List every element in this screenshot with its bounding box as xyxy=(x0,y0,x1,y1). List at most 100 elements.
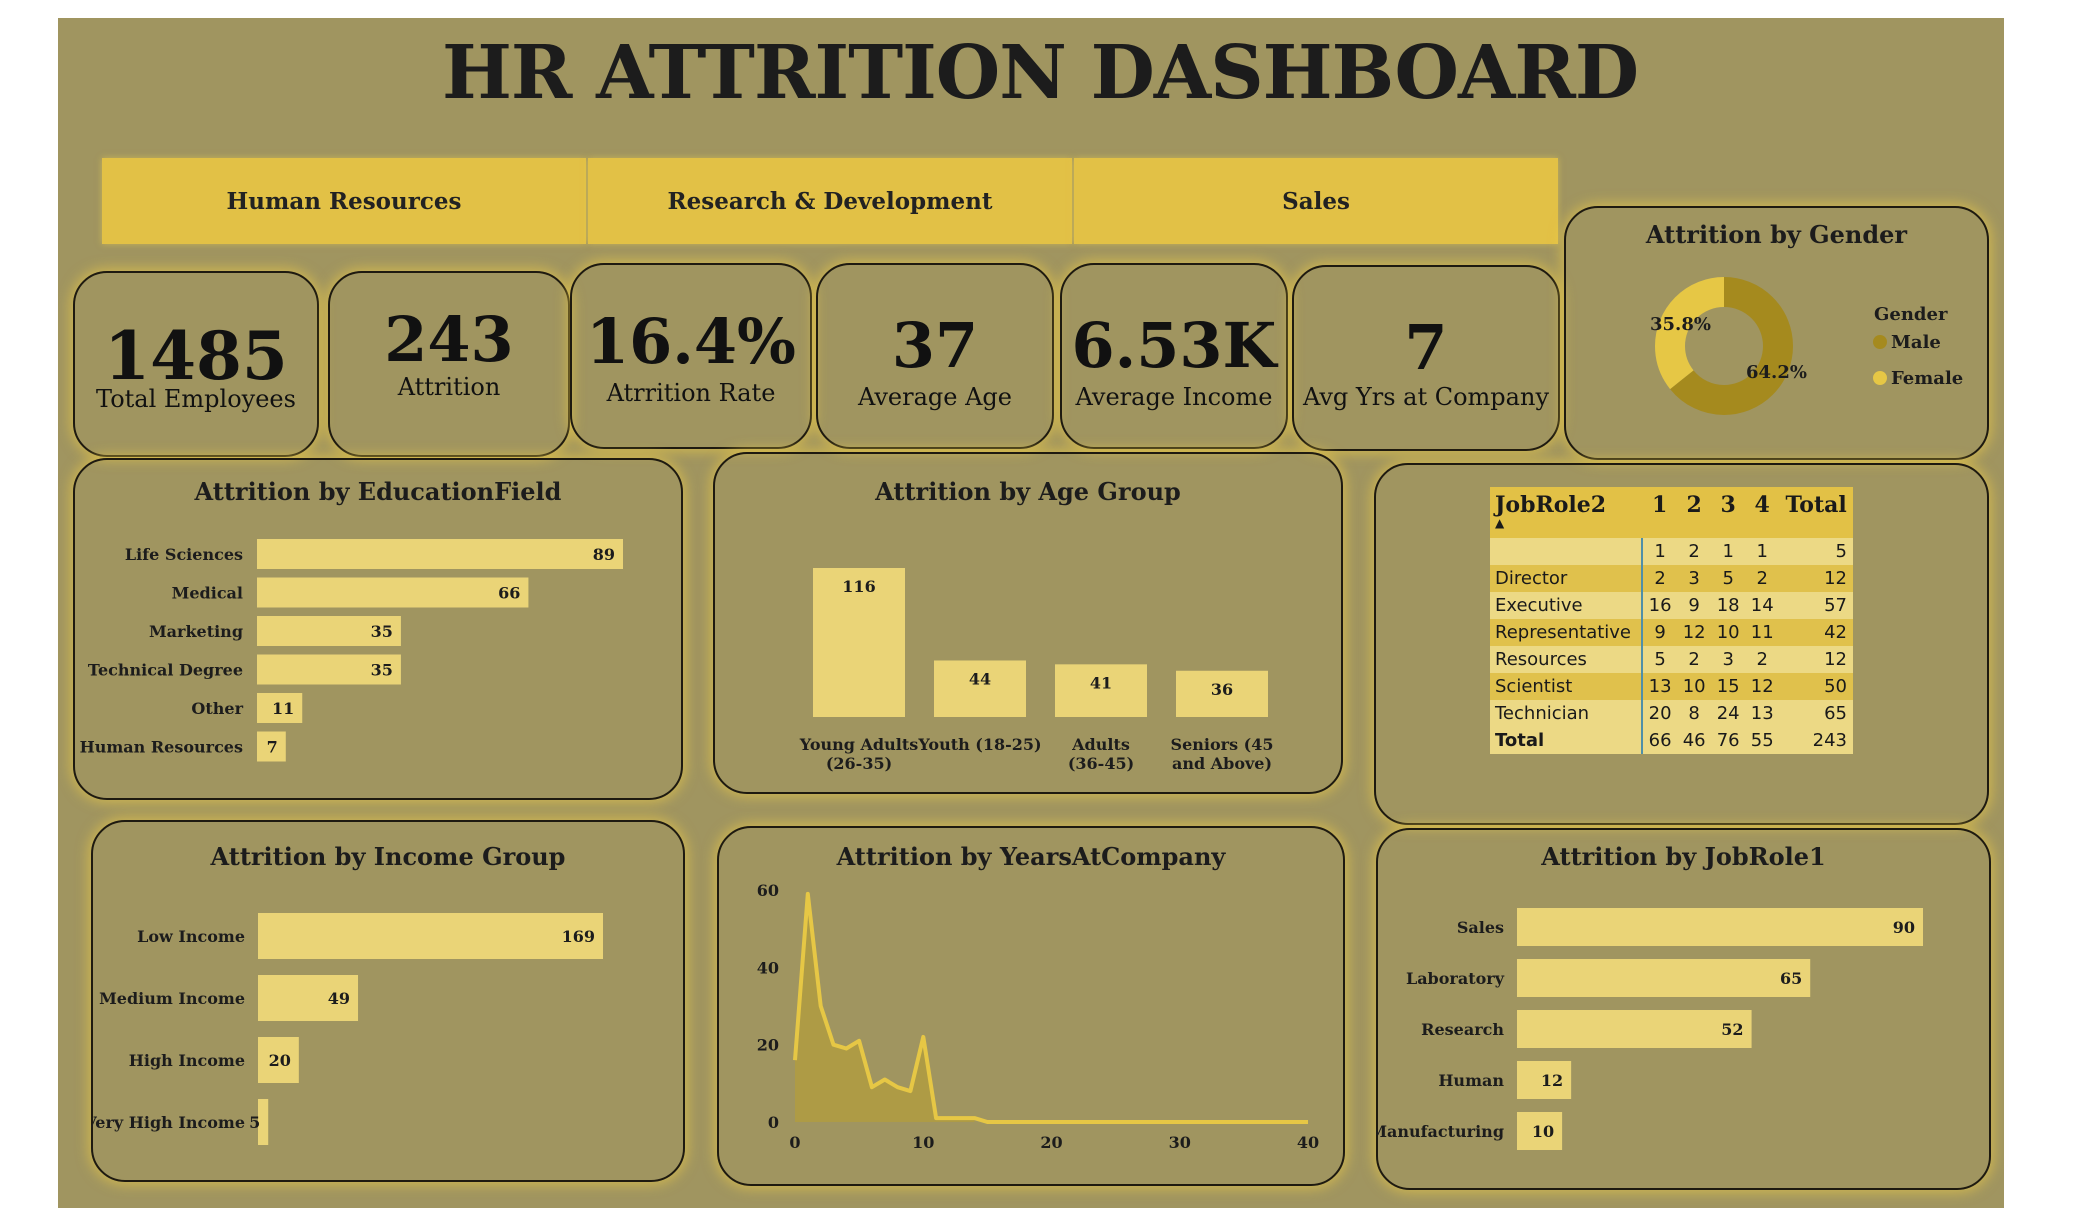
bar[interactable] xyxy=(1517,1061,1572,1099)
kpi-value: 16.4% xyxy=(586,305,796,378)
category-label: Manufacturing xyxy=(1376,1122,1504,1141)
kpi-label: Average Income xyxy=(1075,383,1273,411)
sort-caret-icon[interactable]: ▲ xyxy=(1495,516,1505,530)
chart-title: Attrition by Income Group xyxy=(210,842,566,871)
series-line[interactable] xyxy=(793,891,1308,1124)
pivot-cell: 15 xyxy=(1711,673,1746,700)
kpi-label: Avg Yrs at Company xyxy=(1302,383,1549,411)
bar[interactable] xyxy=(1055,664,1147,717)
kpi-label: Total Employees xyxy=(96,385,296,413)
data-label: 12 xyxy=(1541,1071,1563,1090)
bar[interactable] xyxy=(1176,670,1268,717)
category-label: and Above) xyxy=(1172,754,1272,773)
pivot-row-label: Representative xyxy=(1490,619,1644,646)
kpi-value: 6.53K xyxy=(1071,309,1277,382)
bar[interactable] xyxy=(257,731,286,762)
pivot-cell: 14 xyxy=(1745,592,1780,619)
category-label: Technical Degree xyxy=(88,661,243,680)
category-label: Other xyxy=(191,699,243,718)
bar[interactable] xyxy=(1517,908,1923,946)
bar[interactable] xyxy=(1517,1112,1563,1150)
slicer-sales[interactable]: Sales xyxy=(1074,158,1558,244)
kpi-label: Atrrition Rate xyxy=(606,379,776,407)
category-label: Human xyxy=(1438,1071,1504,1090)
pivot-cell: 13 xyxy=(1642,673,1678,700)
bar[interactable] xyxy=(258,1099,269,1145)
y-tick-label: 0 xyxy=(768,1113,779,1132)
pivot-header-label[interactable]: JobRole2 ▲ xyxy=(1490,487,1643,538)
bar[interactable] xyxy=(258,913,603,959)
data-label: 20 xyxy=(269,1051,291,1070)
bar[interactable] xyxy=(1517,959,1811,997)
pivot-row-label: Total xyxy=(1490,727,1644,754)
donut-slices xyxy=(1655,277,1793,415)
bar[interactable] xyxy=(258,975,359,1021)
bar[interactable] xyxy=(258,1037,299,1083)
male-slice-label: 64.2% xyxy=(1746,362,1807,383)
x-tick-label: 0 xyxy=(789,1133,800,1152)
bar[interactable] xyxy=(934,660,1026,717)
kpi-card-total-employees: 1485 Total Employees xyxy=(73,271,319,457)
pivot-row: Executive 16 9 18 14 57 xyxy=(1490,592,1853,619)
donut-slice-female[interactable] xyxy=(1655,277,1793,415)
pivot-cell: 16 xyxy=(1642,592,1678,619)
legend-male-swatch xyxy=(1873,335,1887,349)
pivot-cell: 3 xyxy=(1677,565,1712,592)
bar[interactable] xyxy=(257,654,401,685)
pivot-header-col: 3 xyxy=(1711,487,1746,538)
pivot-cell: 5 xyxy=(1642,646,1678,673)
category-label: Seniors (45 xyxy=(1171,735,1274,754)
y-tick-label: 20 xyxy=(757,1036,779,1055)
pivot-cell: 2 xyxy=(1745,565,1780,592)
agegroup-chart-card: Attrition by Age Group xyxy=(713,452,1343,794)
chart-title: Attrition by EducationField xyxy=(194,477,562,506)
pivot-row-label: Executive xyxy=(1490,592,1644,619)
pivot-cell: 18 xyxy=(1711,592,1746,619)
pivot-cell: 24 xyxy=(1711,700,1746,727)
bar[interactable] xyxy=(257,539,623,569)
pivot-cell: 20 xyxy=(1642,700,1678,727)
years-chart-card: Attrition by YearsAtCompany xyxy=(717,826,1345,1186)
chart-title: Attrition by Age Group xyxy=(875,477,1181,506)
slicer-human-resources[interactable]: Human Resources xyxy=(102,158,586,244)
gender-donut-chart: Gender Male Female 35.8% 64.2% xyxy=(1650,277,1963,415)
education-chart-card: Attrition by EducationField xyxy=(73,458,683,800)
category-label: Medium Income xyxy=(99,989,245,1008)
pivot-cell: 8 xyxy=(1677,700,1712,727)
income-chart-card: Attrition by Income Group xyxy=(91,820,685,1182)
bar[interactable] xyxy=(1517,1010,1752,1048)
pivot-cell: 50 xyxy=(1779,673,1853,700)
pivot-cell: 1 xyxy=(1745,538,1780,565)
agegroup-bar-chart: 116 Young Adults(26-35) 44 Youth (18-25) 41 A… xyxy=(799,568,1274,773)
kpi-card-average-age: 37 Average Age xyxy=(816,263,1054,449)
category-label: (36-45) xyxy=(1068,754,1134,773)
bar[interactable] xyxy=(257,577,529,608)
bar[interactable] xyxy=(257,693,303,723)
pivot-total-row: Total 66 46 76 55 243 xyxy=(1490,727,1853,754)
pivot-cell: 66 xyxy=(1642,727,1678,754)
data-label: 10 xyxy=(1532,1122,1554,1141)
pivot-cell: 1 xyxy=(1711,538,1746,565)
pivot-cell: 10 xyxy=(1711,619,1746,646)
data-label: 36 xyxy=(1211,680,1233,699)
data-label: 11 xyxy=(272,699,294,718)
pivot-cell: 3 xyxy=(1711,646,1746,673)
category-label: Low Income xyxy=(137,927,245,946)
pivot-cell: 12 xyxy=(1779,646,1853,673)
pivot-cell: 12 xyxy=(1779,565,1853,592)
data-label: 66 xyxy=(498,584,520,603)
slicer-research-development[interactable]: Research & Development xyxy=(588,158,1072,244)
data-label: 35 xyxy=(371,661,393,680)
pivot-cell: 2 xyxy=(1642,565,1678,592)
category-label: Adults xyxy=(1071,735,1130,754)
pivot-cell: 5 xyxy=(1779,538,1853,565)
kpi-label: Attrition xyxy=(397,373,501,401)
bar[interactable] xyxy=(257,616,401,646)
pivot-cell: 57 xyxy=(1779,592,1853,619)
pivot-cell: 11 xyxy=(1745,619,1780,646)
data-label: 5 xyxy=(249,1113,260,1132)
bar[interactable] xyxy=(813,568,905,717)
female-slice-label: 35.8% xyxy=(1650,314,1711,335)
pivot-row: Resources 5 2 3 2 12 xyxy=(1490,646,1853,673)
